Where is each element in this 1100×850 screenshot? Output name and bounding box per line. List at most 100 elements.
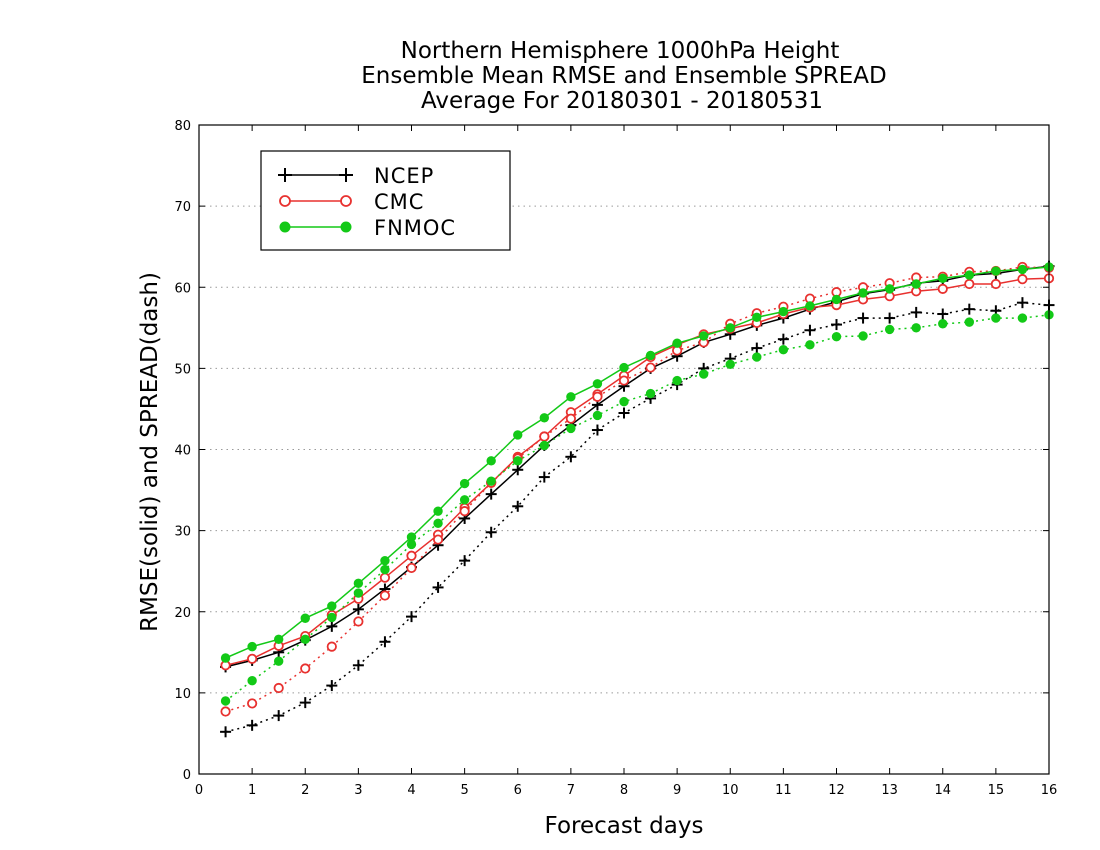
title-line-2: Ensemble Mean RMSE and Ensemble SPREAD [361, 63, 886, 89]
fnmoc-rmse-point [273, 634, 284, 645]
ncep-spread-point [884, 312, 896, 324]
ncep-spread-point [565, 451, 577, 463]
fnmoc-spread-point [486, 476, 496, 486]
ncep-spread-point [352, 659, 364, 671]
fnmoc-rmse-point [831, 294, 842, 305]
ncep-spread-point [273, 710, 285, 722]
fnmoc-spread-point [964, 317, 975, 327]
ncep-spread-point [512, 500, 524, 512]
ncep-rmse-point [352, 603, 364, 615]
x-tick-label: 8 [620, 783, 628, 798]
ncep-spread-line [225, 301, 1050, 733]
x-tick-label: 5 [460, 783, 468, 798]
y-tick-label: 50 [174, 362, 191, 377]
cmc-spread-point [379, 590, 391, 601]
fnmoc-spread-point [725, 359, 735, 370]
fnmoc-spread-point [698, 369, 709, 379]
ncep-spread-point [379, 636, 391, 648]
fnmoc-spread-point [220, 696, 231, 706]
fnmoc-rmse-point [1017, 264, 1028, 275]
ncep-spread-point [246, 719, 258, 731]
y-tick-label: 60 [174, 281, 191, 296]
x-tick-label: 9 [673, 783, 681, 798]
cmc-spread-point [326, 641, 337, 652]
ncep-spread-point [857, 312, 869, 324]
fnmoc-spread-point [513, 456, 523, 466]
fnmoc-spread-point [566, 423, 576, 434]
fnmoc-spread-point [539, 440, 550, 451]
ncep-spread-point [963, 303, 975, 315]
fnmoc-rmse-point [566, 392, 576, 402]
fnmoc-spread-point [991, 313, 1001, 323]
legend-marker-fnmoc [279, 221, 291, 233]
fnmoc-spread-point [406, 539, 417, 550]
fnmoc-rmse-point [380, 555, 390, 566]
fnmoc-rmse-point [698, 331, 709, 341]
title-line-3: Average For 20180301 - 20180531 [421, 88, 823, 114]
fnmoc-spread-series [220, 310, 1054, 706]
ncep-spread-point [804, 324, 816, 336]
y-tick-label: 0 [183, 768, 191, 783]
fnmoc-spread-point [619, 396, 629, 407]
x-tick-label: 6 [514, 783, 522, 798]
fnmoc-rmse-point [619, 362, 629, 373]
y-tick-label: 10 [174, 687, 191, 702]
legend-marker-fnmoc [340, 221, 352, 233]
legend-item-cmc: CMC [279, 190, 424, 214]
y-tick-label: 30 [174, 525, 191, 540]
ncep-spread-point [299, 697, 311, 709]
fnmoc-spread-point [380, 564, 390, 575]
fnmoc-spread-point [327, 612, 337, 623]
cmc-rmse-point [247, 653, 258, 664]
cmc-rmse-point [937, 283, 948, 294]
ncep-spread-point [538, 471, 550, 483]
x-tick-label: 2 [301, 783, 309, 798]
fnmoc-spread-point [778, 345, 789, 355]
fnmoc-rmse-point [220, 653, 231, 663]
fnmoc-rmse-point [911, 279, 921, 289]
x-tick-label: 15 [988, 783, 1005, 798]
fnmoc-spread-point [645, 388, 656, 399]
fnmoc-rmse-point [353, 578, 364, 589]
cmc-rmse-point [964, 278, 975, 290]
cmc-spread-point [406, 562, 417, 574]
cmc-spread-point [300, 663, 311, 674]
x-tick-label: 10 [722, 783, 739, 798]
fnmoc-rmse-point [778, 306, 789, 317]
x-tick-label: 13 [881, 783, 898, 798]
fnmoc-rmse-point [247, 641, 257, 652]
y-tick-label: 80 [174, 119, 191, 134]
cmc-spread-point [539, 431, 550, 442]
chart-title: Northern Hemisphere 1000hPa Height Ensem… [361, 38, 886, 114]
ncep-spread-point [485, 526, 497, 538]
x-tick-label: 14 [934, 783, 951, 798]
fnmoc-rmse-point [672, 338, 682, 348]
ncep-rmse-point [512, 464, 524, 476]
cmc-rmse-point [406, 550, 417, 561]
ncep-spread-point [618, 407, 630, 419]
legend-label-ncep: NCEP [374, 164, 434, 188]
fnmoc-rmse-point [725, 323, 735, 333]
fnmoc-spread-point [353, 588, 364, 598]
plot-series [220, 260, 1055, 738]
fnmoc-spread-point [858, 331, 868, 341]
legend-item-fnmoc: FNMOC [279, 216, 455, 240]
ncep-spread-point [777, 333, 789, 345]
cmc-spread-point [592, 391, 603, 402]
fnmoc-rmse-point [752, 312, 762, 322]
x-tick-label: 0 [195, 783, 203, 798]
fnmoc-rmse-point [805, 301, 815, 311]
fnmoc-spread-point [831, 332, 842, 342]
legend-label-cmc: CMC [374, 190, 424, 214]
fnmoc-spread-point [247, 676, 257, 686]
cmc-rmse-point [1017, 274, 1028, 285]
fnmoc-rmse-point [938, 273, 948, 284]
ncep-spread-point [591, 424, 603, 436]
fnmoc-spread-point [273, 656, 284, 666]
fnmoc-rmse-point [991, 266, 1001, 276]
x-tick-label: 4 [407, 783, 415, 798]
cmc-spread-point [565, 413, 576, 424]
legend-marker-ncep [278, 168, 292, 182]
fnmoc-rmse-point [513, 430, 523, 440]
